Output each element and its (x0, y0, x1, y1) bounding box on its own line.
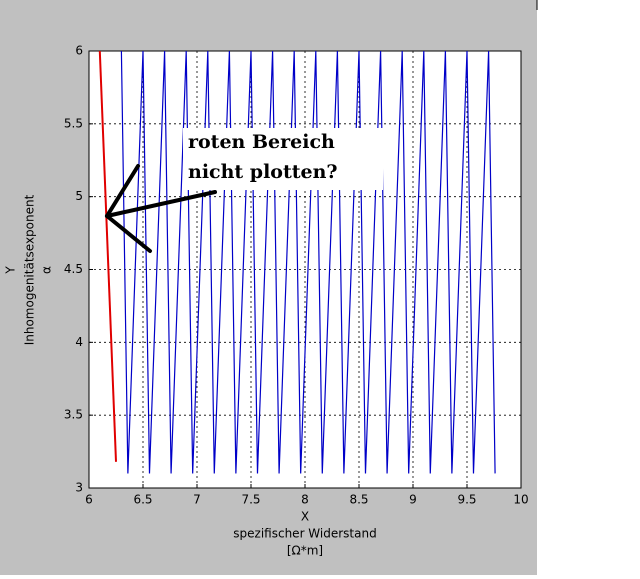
y-tick-label: 4.5 (64, 262, 83, 276)
data-line (120, 50, 496, 474)
annotation-line: roten Bereich (188, 131, 335, 153)
y-axis-label: α (40, 266, 54, 274)
arrow (105, 164, 217, 253)
data-line (98, 50, 117, 462)
x-tick-label: 9 (409, 493, 417, 507)
series (98, 50, 496, 474)
x-tick-label: 7 (193, 493, 201, 507)
annotation-line: nicht plotten? (188, 161, 338, 183)
y-tick-label: 5 (75, 189, 83, 203)
x-axis-label: [Ω*m] (287, 544, 323, 558)
y-tick-label: 5.5 (64, 116, 83, 130)
x-tick-label: 8 (301, 493, 309, 507)
x-tick-label: 6 (85, 493, 93, 507)
y-tick-label: 6 (75, 44, 83, 58)
x-tick-label: 10 (513, 493, 528, 507)
x-tick-label: 9.5 (457, 493, 476, 507)
annotation-box (183, 128, 383, 190)
y-axis-label: Y (4, 266, 18, 275)
x-tick-label: 6.5 (133, 493, 152, 507)
x-axis-label: X (301, 510, 309, 524)
x-axis-label: spezifischer Widerstand (233, 527, 376, 541)
y-tick-label: 4 (75, 335, 83, 349)
y-tick-label: 3.5 (64, 408, 83, 422)
x-tick-label: 8.5 (349, 493, 368, 507)
y-tick-label: 3 (75, 481, 83, 495)
y-axis-label: Inhomogenitätsexponent (23, 194, 37, 345)
x-tick-label: 7.5 (241, 493, 260, 507)
